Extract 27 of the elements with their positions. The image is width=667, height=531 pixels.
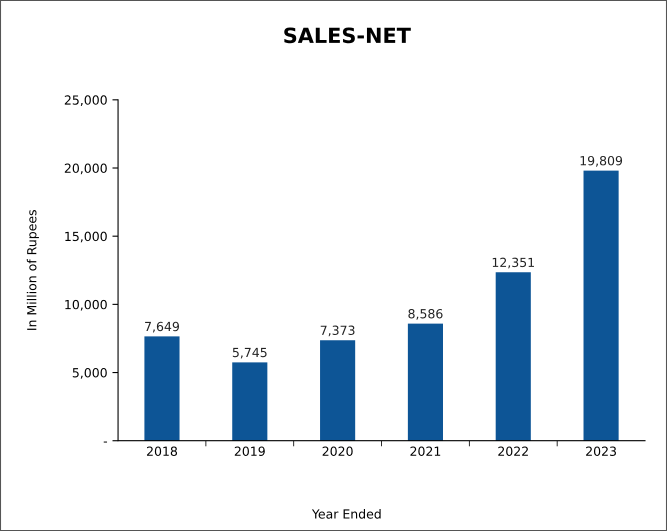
y-tick-label: 5,000 — [72, 368, 107, 379]
data-label: 8,586 — [408, 308, 443, 320]
x-tick-label: 2020 — [322, 446, 353, 456]
y-tick-label: 15,000 — [65, 232, 107, 242]
x-tick-label: 2022 — [498, 446, 528, 456]
bar — [408, 324, 443, 441]
bar — [496, 272, 531, 441]
bar — [584, 170, 619, 441]
x-tick-label: 2018 — [146, 446, 178, 456]
y-axis-title: In Million of Rupees — [26, 210, 39, 330]
x-axis-title: Year Ended — [312, 509, 381, 519]
y-tick-label: - — [104, 442, 108, 443]
x-tick-label: 2021 — [410, 446, 440, 456]
x-tick-label: 2023 — [586, 446, 616, 456]
data-label: 5,745 — [232, 348, 267, 358]
data-label: 7,373 — [320, 326, 355, 336]
x-tick-label: 2019 — [234, 446, 265, 456]
y-tick-label: 20,000 — [64, 163, 107, 174]
data-label: 7,649 — [145, 322, 179, 333]
y-tick-label: 25,000 — [64, 95, 107, 106]
y-tick-label: 10,000 — [65, 300, 107, 311]
bar — [144, 336, 180, 441]
bar — [320, 340, 356, 441]
data-label: 19,809 — [580, 156, 622, 167]
chart-title: SALES-NET — [284, 27, 411, 44]
data-label: 12,351 — [492, 258, 534, 268]
bar — [232, 362, 268, 441]
